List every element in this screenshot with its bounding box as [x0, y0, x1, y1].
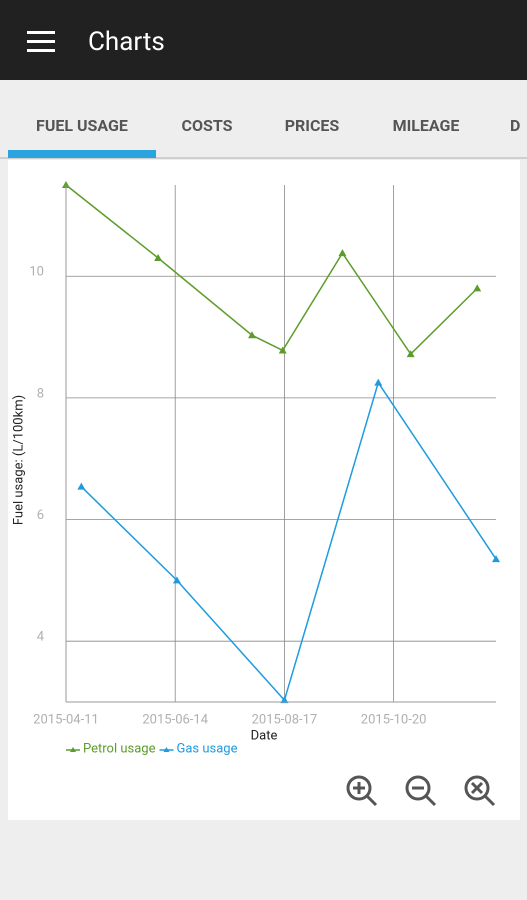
app-title: Charts	[88, 27, 165, 57]
tab[interactable]: D	[510, 116, 520, 135]
point-marker	[280, 696, 289, 704]
app-bar	[0, 0, 527, 80]
tab[interactable]: PRICES	[285, 116, 340, 135]
tab[interactable]: FUEL USAGE	[36, 116, 128, 135]
point-marker	[278, 346, 287, 354]
x-tick-label: 2015-04-11	[33, 712, 99, 727]
y-tick-label: 10	[29, 265, 44, 280]
point-marker	[492, 555, 500, 563]
zoom-out-button[interactable]	[405, 775, 437, 807]
menu-button[interactable]	[27, 31, 55, 52]
tab-bar: FUEL USAGE COSTS PRICES MILEAGE D	[0, 116, 527, 159]
point-marker	[172, 576, 181, 584]
point-marker	[77, 482, 86, 490]
y-axis-label: Fuel usage: (L/100km)	[11, 395, 26, 525]
tab[interactable]: COSTS	[182, 116, 233, 135]
zoom-reset-button[interactable]	[464, 775, 496, 807]
point-marker	[374, 378, 383, 386]
point-marker	[62, 181, 70, 188]
y-tick-label: 8	[37, 386, 44, 401]
zoom-in-button[interactable]	[346, 775, 378, 807]
x-tick-label: 2015-08-17	[252, 712, 318, 727]
y-tick-label: 6	[37, 508, 44, 523]
legend-marker	[163, 747, 170, 752]
legend-label: Petrol usage	[83, 741, 156, 756]
point-marker	[247, 331, 256, 339]
point-marker	[154, 253, 163, 261]
x-tick-label: 2015-06-14	[142, 712, 208, 727]
y-tick-label: 4	[37, 630, 45, 645]
legend-marker	[70, 747, 76, 752]
tab-divider	[0, 157, 527, 159]
point-marker	[473, 284, 482, 292]
tab-indicator	[8, 150, 156, 158]
x-tick-label: 2015-10-20	[361, 712, 427, 727]
point-marker	[338, 249, 347, 257]
point-marker	[406, 350, 415, 358]
legend-label: Gas usage	[176, 741, 237, 756]
chart-card	[8, 160, 520, 820]
x-axis-label: Date	[251, 728, 278, 743]
tab[interactable]: MILEAGE	[393, 116, 460, 135]
